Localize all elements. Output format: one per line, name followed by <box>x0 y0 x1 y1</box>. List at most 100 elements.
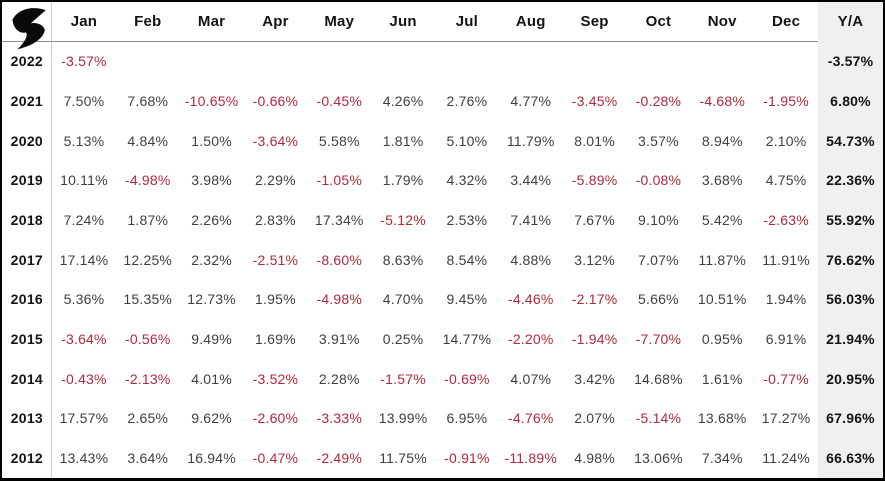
ya-header: Y/A <box>817 2 883 42</box>
value-cell: 2.07% <box>574 410 615 427</box>
value-cell: 2.83% <box>255 212 296 229</box>
value-cell: 13.99% <box>378 410 428 427</box>
value-cell <box>243 42 307 82</box>
year-label: 2016 <box>2 279 52 320</box>
value-cell: 14.68% <box>634 370 683 387</box>
value-cell: -0.43% <box>61 370 107 387</box>
value-cell: 1.69% <box>255 331 296 348</box>
month-header: Oct <box>626 2 691 42</box>
value-cell: -2.63% <box>763 212 809 229</box>
value-cell: 8.01% <box>574 132 615 149</box>
value-cell: 3.44% <box>510 172 552 189</box>
value-cell: -3.52% <box>252 370 299 387</box>
value-cell: -1.05% <box>316 172 363 189</box>
year-label: 2013 <box>2 398 52 439</box>
month-header: Feb <box>115 2 180 42</box>
value-cell: 12.25% <box>123 251 173 268</box>
value-cell: 13.68% <box>697 410 747 427</box>
value-cell: 5.66% <box>638 291 679 308</box>
value-cell: -2.49% <box>316 450 363 467</box>
year-label: 2019 <box>2 160 52 201</box>
value-cell: 17.34% <box>314 212 364 229</box>
value-cell: -4.76% <box>507 410 554 427</box>
value-cell: 4.98% <box>574 450 615 467</box>
value-cell: 0.25% <box>382 331 424 348</box>
value-cell: -2.13% <box>124 370 171 387</box>
value-cell <box>690 42 754 82</box>
value-cell: 3.91% <box>318 331 360 348</box>
value-cell: 4.07% <box>510 370 552 387</box>
value-cell: 5.36% <box>63 291 105 308</box>
value-cell: 17.27% <box>761 410 811 427</box>
value-cell: 2.32% <box>191 251 232 268</box>
ya-value-cell: 67.96% <box>817 398 883 439</box>
value-cell: 3.12% <box>574 251 615 268</box>
year-label: 2020 <box>2 121 52 161</box>
value-cell: -3.33% <box>316 410 363 427</box>
value-cell: -0.77% <box>763 370 809 387</box>
value-cell <box>307 42 371 82</box>
value-cell: 1.50% <box>191 132 232 149</box>
value-cell: 5.13% <box>63 132 105 149</box>
value-cell: 11.79% <box>506 132 555 149</box>
value-cell: 8.63% <box>382 251 424 268</box>
ya-value-cell: 20.95% <box>817 359 883 399</box>
value-cell: 4.70% <box>382 291 424 308</box>
year-label: 2021 <box>2 81 52 121</box>
value-cell: 4.84% <box>127 132 169 149</box>
year-label: 2022 <box>2 41 52 82</box>
ya-value-cell: 66.63% <box>817 438 883 478</box>
value-cell: 4.75% <box>765 172 807 189</box>
value-cell: 7.41% <box>510 212 552 229</box>
value-cell: -0.66% <box>252 93 299 110</box>
value-cell: 2.65% <box>127 410 169 427</box>
value-cell: -5.14% <box>635 410 682 427</box>
value-cell: -2.51% <box>252 251 299 268</box>
month-header: Mar <box>179 2 244 42</box>
value-cell: 3.68% <box>701 172 743 189</box>
value-cell: -0.69% <box>444 370 490 387</box>
value-cell: 4.26% <box>382 93 424 110</box>
value-cell: 2.29% <box>255 172 296 189</box>
ya-value-cell: 56.03% <box>817 279 883 320</box>
value-cell: 16.94% <box>187 450 236 467</box>
ya-value-cell: 54.73% <box>817 121 883 161</box>
value-cell: -0.28% <box>635 93 682 110</box>
value-cell: -2.17% <box>571 291 618 308</box>
value-cell: 9.62% <box>191 410 232 427</box>
value-cell: 3.98% <box>191 172 232 189</box>
value-cell: 11.24% <box>762 450 810 467</box>
year-label: 2017 <box>2 240 52 280</box>
value-cell: 5.10% <box>446 132 488 149</box>
value-cell: -4.98% <box>124 172 171 189</box>
value-cell: 4.32% <box>446 172 488 189</box>
value-cell: 14.77% <box>442 331 492 348</box>
value-cell: -0.56% <box>124 331 171 348</box>
value-cell: 4.88% <box>510 251 552 268</box>
value-cell <box>499 42 563 82</box>
value-cell: -1.95% <box>763 93 809 110</box>
value-cell: -4.68% <box>699 93 746 110</box>
value-cell: -0.91% <box>444 450 490 467</box>
value-cell: 7.67% <box>574 212 615 229</box>
value-cell: -0.45% <box>316 93 363 110</box>
value-cell: 2.28% <box>318 370 360 387</box>
value-cell <box>626 42 690 82</box>
month-header: Jun <box>371 2 435 42</box>
value-cell <box>563 42 627 82</box>
value-cell: 17.57% <box>59 410 109 427</box>
month-header: Jan <box>52 2 116 42</box>
value-cell: 11.87% <box>698 251 747 268</box>
month-header: May <box>307 2 372 42</box>
value-cell: 11.75% <box>379 450 427 467</box>
value-cell: 12.73% <box>187 291 236 308</box>
value-cell: -0.47% <box>252 450 299 467</box>
value-cell: -7.70% <box>635 331 682 348</box>
value-cell: 4.77% <box>510 93 552 110</box>
value-cell: 11.91% <box>762 251 810 268</box>
value-cell: -5.12% <box>380 212 426 229</box>
value-cell: 3.42% <box>574 370 615 387</box>
value-cell: 2.26% <box>191 212 232 229</box>
value-cell <box>116 42 180 82</box>
